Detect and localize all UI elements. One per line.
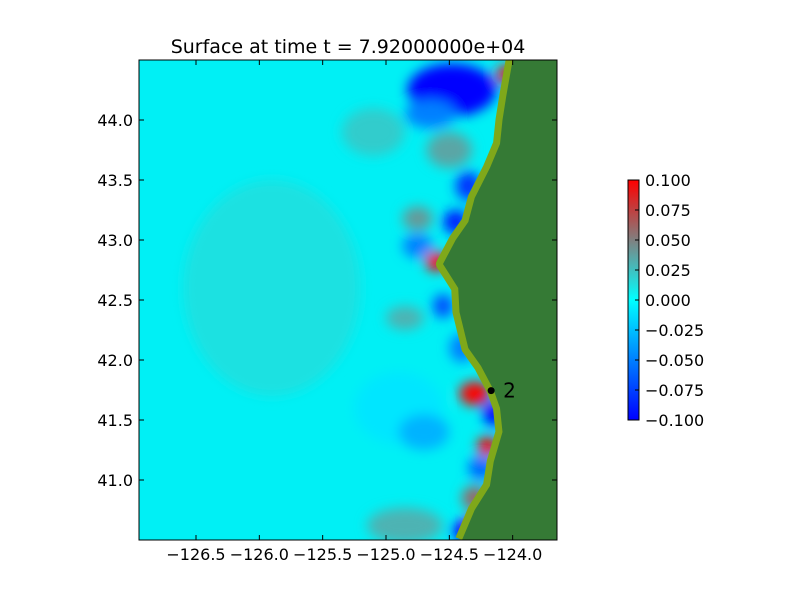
surface-anomaly (426, 132, 473, 168)
x-axis: −126.5 −126.0 −125.5 −125.0 −124.5 −124.0 (166, 60, 542, 564)
colorbar-tick-label: 0.000 (645, 291, 691, 310)
y-tick-label: 41.0 (97, 471, 133, 490)
surface-anomaly (183, 180, 361, 396)
surface-anomaly (405, 99, 456, 129)
y-tick-label: 44.0 (97, 111, 133, 130)
surface-anomaly (367, 507, 443, 540)
x-tick-label: −124.5 (420, 545, 479, 564)
x-tick-label: −125.0 (356, 545, 415, 564)
colorbar-tick-label: 0.100 (645, 171, 691, 190)
y-tick-label: 41.5 (97, 411, 133, 430)
plot-area: 2 (139, 60, 557, 540)
y-tick-label: 43.5 (97, 171, 133, 190)
gauge-layer: 2 (487, 379, 516, 403)
surface-anomaly (459, 381, 490, 406)
x-tick-label: −125.5 (293, 545, 352, 564)
colorbar-ticks: 0.100 0.075 0.050 0.025 0.000 −0.025 −0.050 −0.… (635, 171, 704, 430)
colorbar-tick-label: 0.025 (645, 261, 691, 280)
surface-anomaly (432, 294, 454, 318)
y-tick-label: 43.0 (97, 231, 133, 250)
gauge-label: 2 (503, 379, 516, 403)
x-tick-label: −126.0 (230, 545, 289, 564)
colorbar-tick-label: −0.025 (645, 321, 704, 340)
surface-anomaly (402, 206, 433, 231)
x-tick-label: −124.0 (483, 545, 542, 564)
y-tick-label: 42.0 (97, 351, 133, 370)
colorbar-tick-label: 0.050 (645, 231, 691, 250)
surface-anomaly (398, 414, 450, 450)
surface-anomaly (402, 234, 433, 258)
colorbar-tick-label: −0.100 (645, 411, 704, 430)
x-tick-label: −126.5 (166, 545, 225, 564)
surface-anomaly (341, 108, 406, 156)
surface-anomaly-layer (183, 63, 517, 540)
colorbar-tick-label: 0.075 (645, 201, 691, 220)
y-tick-label: 42.5 (97, 291, 133, 310)
y-axis: 41.0 41.5 42.0 42.5 43.0 43.5 44.0 (97, 111, 557, 490)
colorbar-tick-label: −0.075 (645, 381, 704, 400)
colorbar-tick-label: −0.050 (645, 351, 704, 370)
surface-anomaly (386, 306, 424, 330)
colorbar: 0.100 0.075 0.050 0.025 0.000 −0.025 −0.050 −0.… (627, 171, 704, 430)
gauge-marker (487, 387, 495, 395)
land-area (443, 60, 557, 540)
chart-title: Surface at time t = 7.92000000e+04 (171, 36, 526, 58)
